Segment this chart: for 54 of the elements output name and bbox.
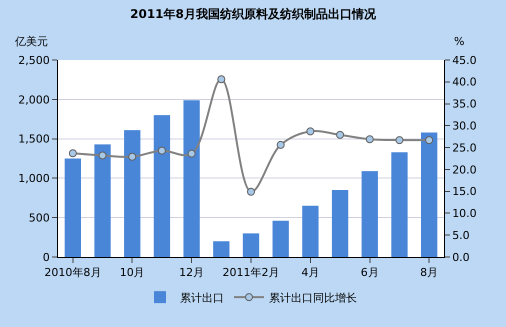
y2-tick-label: 35.0	[452, 98, 477, 111]
x-tick-label: 10月	[120, 266, 145, 280]
y2-tick-label: 30.0	[452, 120, 477, 133]
y-tick-label: 500	[28, 211, 50, 224]
point	[68, 149, 77, 158]
bar	[154, 115, 170, 257]
point	[128, 152, 136, 161]
y-tick-label: 2,000	[18, 93, 50, 106]
bar	[272, 220, 289, 257]
chart-title: 2011年8月我国纺织原料及纺织制品出口情况	[130, 7, 377, 22]
y2-tick-label: 45.0	[452, 54, 477, 67]
x-tick-label: 4月	[301, 266, 320, 280]
bar	[124, 130, 140, 257]
point	[158, 146, 166, 155]
x-tick-label: 2010年8月	[44, 266, 102, 280]
y2-tick-label: 5.0	[452, 228, 470, 242]
legend-label: 累计出口同比增长	[269, 291, 357, 304]
bar	[420, 132, 438, 257]
x-tick-label: 6月	[360, 266, 379, 280]
point	[98, 151, 107, 160]
y2-tick-label: 40.0	[452, 76, 477, 89]
bar	[362, 171, 378, 257]
point	[217, 75, 226, 84]
y2-tick-label: 25.0	[452, 141, 477, 154]
point	[247, 188, 255, 196]
x-tick-label: 8月	[420, 266, 438, 280]
y2-tick-label: 10.0	[452, 207, 477, 220]
point	[366, 135, 374, 144]
bar	[391, 152, 408, 257]
bar	[302, 206, 319, 257]
y-axis-title: 亿美元	[14, 35, 48, 48]
point	[188, 150, 196, 158]
legend-label: 累计出口	[180, 291, 224, 304]
point	[336, 130, 344, 139]
point	[395, 136, 404, 144]
bar	[64, 158, 82, 257]
y2-tick-label: 20.0	[452, 163, 477, 176]
y-tick-label: 1,000	[18, 172, 50, 186]
x-tick-label: 2011年2月	[222, 266, 280, 280]
point	[276, 140, 285, 149]
y2-tick-label: 15.0	[452, 185, 477, 198]
y2-axis-title: %	[454, 35, 464, 48]
y2-tick-label: 0.0	[452, 250, 470, 264]
bar	[94, 144, 111, 257]
bar	[332, 190, 348, 257]
point	[306, 127, 314, 136]
bar	[242, 233, 260, 257]
bar	[183, 100, 200, 257]
y-tick-label: 0	[42, 250, 50, 264]
x-tick-label: 12月	[179, 266, 204, 280]
y-tick-label: 1,500	[18, 132, 50, 146]
bar	[213, 241, 230, 257]
y-tick-label: 2,500	[18, 54, 50, 67]
point	[425, 136, 434, 144]
